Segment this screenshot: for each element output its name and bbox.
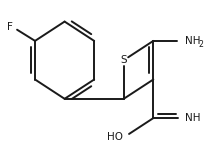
Text: F: F bbox=[7, 22, 13, 32]
Text: S: S bbox=[120, 55, 127, 65]
Text: HO: HO bbox=[107, 132, 123, 142]
Text: NH: NH bbox=[185, 113, 201, 123]
Text: NH: NH bbox=[185, 36, 201, 46]
Text: 2: 2 bbox=[199, 41, 204, 49]
